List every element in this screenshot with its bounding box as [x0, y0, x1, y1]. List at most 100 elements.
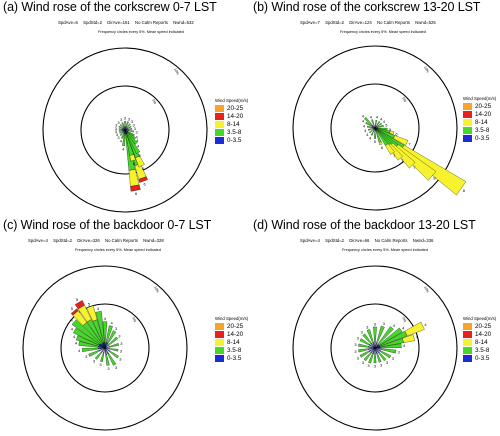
legend-label: 20-25	[227, 322, 244, 330]
mean-speed-label: 3	[380, 362, 383, 367]
ray-segment-green	[126, 133, 141, 155]
wind-ray-240	[359, 347, 376, 358]
legend-item-2: 8-14	[463, 338, 496, 346]
wind-ray-20	[124, 121, 129, 131]
ray-segment-yellow	[404, 321, 425, 337]
ray-segment-red	[130, 184, 141, 192]
ray-segment-green	[118, 130, 123, 132]
wind-ray-280	[118, 128, 126, 131]
ray-segment-green	[125, 121, 129, 127]
ray-segment-green	[127, 128, 133, 130]
legend: Wind Speed(m/s) 20-25 14-20 8-14 3.5-8 0-3.5	[215, 316, 248, 362]
ray-segment-green	[102, 321, 108, 343]
wind-ray-320	[119, 124, 126, 131]
mean-speed-label: 3	[128, 116, 131, 121]
legend: Wind Speed(m/s) 20-25 14-20 8-14 3.5-8 0-3.5	[463, 96, 496, 142]
mean-speed-label: 3	[134, 126, 137, 131]
legend-item-3: 3.5-8	[463, 346, 496, 354]
legend-swatch	[463, 102, 472, 110]
ray-segment-green	[377, 127, 388, 131]
legend-swatch	[463, 126, 472, 134]
ray-segment-green	[377, 124, 384, 128]
stat-dir-ave: DirAve=161	[107, 20, 130, 25]
mean-speed-label: 4	[363, 124, 366, 129]
mean-speed-label: 3	[362, 360, 365, 365]
mean-speed-label: 4	[70, 318, 73, 323]
wind-ray-170	[104, 347, 110, 366]
mean-speed-label: 3	[119, 356, 122, 361]
mean-speed-label: 5	[374, 139, 377, 144]
ray-segment-green	[367, 128, 374, 131]
ray-segment-yellow	[402, 334, 415, 343]
stats-line: SpdAve=6 SpdStd=2 DirAve=161 No Calm Rep…	[58, 20, 198, 25]
wind-ray-140	[374, 347, 387, 362]
wind-ray-60	[124, 125, 132, 131]
mean-speed-label: 3	[357, 355, 360, 360]
ray-segment-green	[73, 327, 100, 346]
ray-segment-green	[364, 117, 373, 126]
legend-label: 8-14	[475, 338, 488, 346]
mean-speed-label: 3	[118, 333, 121, 338]
frequency-note: Frequency circles every 5%. Mean speed i…	[340, 30, 426, 34]
wind-ray-75	[374, 334, 415, 349]
ring-label: 10%	[173, 67, 180, 75]
wind-ray-300	[118, 125, 126, 131]
ray-segment-green	[75, 335, 100, 347]
stats-line: SpdAve=4 SpdStd=2 DirAve=326 No Calm Rep…	[28, 238, 168, 243]
wind-ray-145	[374, 127, 395, 155]
stat-nwnd: Nwnd=525	[415, 20, 436, 25]
legend-swatch	[463, 354, 472, 362]
wind-ray-0	[373, 326, 377, 349]
mean-speed-label: 4	[403, 343, 406, 348]
chart-title: (a) Wind rose of the corkscrew 0-7 LST	[3, 0, 217, 14]
legend-item-4: 0-3.5	[215, 354, 248, 362]
wind-ray-105	[374, 127, 395, 135]
wind-ray-120	[374, 347, 392, 359]
mean-speed-label: 7	[401, 158, 404, 163]
ray-segment-red	[138, 176, 148, 183]
mean-speed-label: 3	[116, 132, 119, 137]
ray-segment-green	[380, 343, 402, 349]
mean-speed-label: 4	[71, 326, 74, 331]
stat-nwnd: Nwnd=336	[412, 238, 434, 243]
ray-segment-green	[376, 120, 381, 127]
ray-segment-green	[374, 130, 376, 139]
stats-line: SpdAve=7 SpdStd=2 DirAve=124 No Calm Rep…	[300, 20, 440, 25]
chart-title: (b) Wind rose of the corkscrew 13-20 LST	[253, 0, 481, 14]
legend-item-4: 0-3.5	[463, 354, 496, 362]
mean-speed-label: 4	[75, 340, 78, 345]
frequency-ring-2	[292, 265, 458, 431]
mean-speed-label: 4	[73, 334, 76, 339]
legend-title: Wind Speed(m/s)	[215, 316, 249, 321]
mean-speed-label: 5	[139, 153, 142, 158]
mean-speed-label: 3	[361, 330, 364, 335]
legend-label: 20-25	[475, 102, 492, 110]
wind-ray-55	[374, 122, 383, 129]
wind-ray-200	[368, 347, 376, 364]
ray-segment-green	[376, 353, 382, 363]
legend-item-3: 3.5-8	[215, 128, 248, 136]
ray-segment-green	[358, 343, 369, 348]
ray-segment-green	[124, 121, 126, 127]
mean-speed-label: 5	[389, 127, 392, 132]
ring-label: 5%	[131, 317, 137, 323]
wind-ray-280	[78, 341, 106, 349]
mean-speed-label: 3	[367, 363, 370, 368]
legend-item-2: 8-14	[463, 118, 496, 126]
mean-speed-label: 3	[354, 349, 357, 354]
legend-swatch	[215, 128, 224, 136]
mean-speed-label: 3	[386, 360, 389, 365]
stat-nwnd: Nwnd=532	[173, 20, 194, 25]
mean-speed-label: 5	[142, 166, 145, 171]
stat-spd-std: SpdStd=2	[325, 238, 345, 243]
wind-ray-150	[104, 347, 117, 366]
ray-segment-green	[109, 343, 120, 348]
mean-speed-label: 4	[393, 323, 396, 328]
wind-ray-125	[104, 347, 119, 359]
frequency-ring-1	[60, 303, 150, 393]
wind-ray-180	[374, 127, 376, 139]
wind-ray-350	[95, 311, 106, 349]
stat-dir-ave: DirAve=326	[77, 238, 100, 243]
stat-calm: No Calm Reports	[376, 20, 410, 25]
ray-segment-yellow	[378, 141, 383, 146]
